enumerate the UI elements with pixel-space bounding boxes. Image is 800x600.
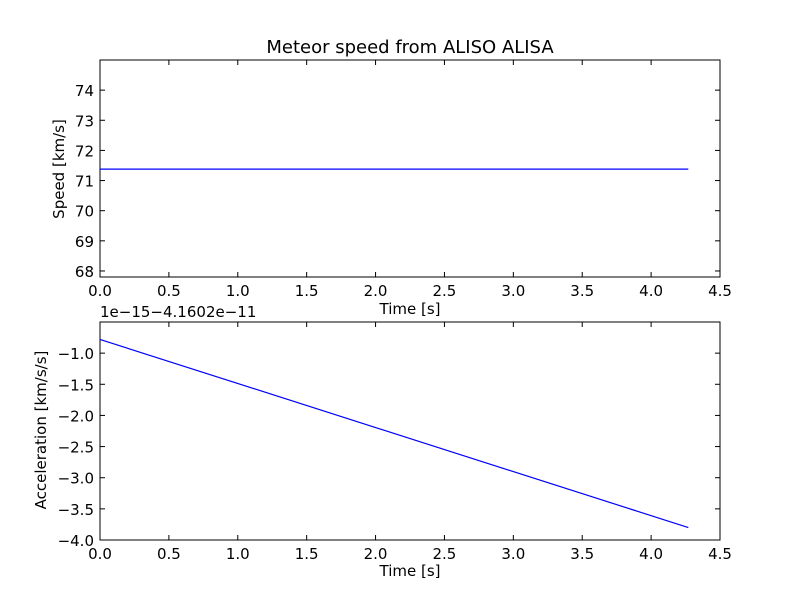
acceleration-x-tick-label: 4.0 (639, 545, 663, 563)
acceleration-x-tick-label: 2.0 (364, 545, 388, 563)
speed-y-tick-label: 72 (75, 142, 94, 160)
speed-y-tick-label: 69 (75, 233, 94, 251)
speed-y-ticks: 68 69 70 71 72 73 74 (75, 82, 720, 281)
acceleration-x-tick-label: 3.5 (570, 545, 594, 563)
acceleration-y-tick-label: −1.5 (58, 376, 94, 394)
acceleration-x-ticks: 0.0 0.5 1.0 1.5 2.0 2.5 3.0 3.5 4.0 4.5 (88, 322, 732, 563)
speed-x-tick-label: 0.0 (88, 282, 112, 300)
acceleration-x-tick-label: 1.0 (226, 545, 250, 563)
speed-x-tick-label: 2.5 (433, 282, 457, 300)
acceleration-x-tick-label: 4.5 (708, 545, 732, 563)
speed-x-tick-label: 1.5 (295, 282, 319, 300)
acceleration-x-tick-label: 0.0 (88, 545, 112, 563)
speed-x-tick-label: 3.0 (501, 282, 525, 300)
acceleration-x-tick-label: 2.5 (433, 545, 457, 563)
acceleration-y-tick-label: −2.0 (58, 407, 94, 425)
speed-x-tick-label: 2.0 (364, 282, 388, 300)
acceleration-x-tick-label: 3.0 (501, 545, 525, 563)
acceleration-series-line (99, 338, 689, 529)
speed-x-tick-label: 1.0 (226, 282, 250, 300)
acceleration-offset-label: 1e−15−4.1602e−11 (100, 303, 256, 321)
acceleration-y-tick-label: −3.0 (58, 470, 94, 488)
figure-title: Meteor speed from ALISO ALISA (266, 37, 554, 58)
speed-x-tick-label: 3.5 (570, 282, 594, 300)
acceleration-subplot: 0.0 0.5 1.0 1.5 2.0 2.5 3.0 3.5 4.0 4.5 −4.0−3.5−… (32, 303, 732, 580)
acceleration-plot-frame (99, 321, 721, 541)
acceleration-y-tick-label: −3.5 (58, 501, 94, 519)
speed-y-axis-label: Speed [km/s] (50, 119, 68, 219)
speed-y-tick-label: 71 (75, 173, 94, 191)
acceleration-x-axis-label: Time [s] (379, 562, 441, 580)
speed-y-tick-label: 70 (75, 203, 94, 221)
speed-x-axis-label: Time [s] (379, 300, 441, 318)
acceleration-x-tick-label: 1.5 (295, 545, 319, 563)
speed-subplot: 0.0 0.5 1.0 1.5 2.0 2.5 3.0 3.5 4.0 4.5 68 69 70 71 7… (50, 59, 732, 318)
speed-x-tick-label: 0.5 (157, 282, 181, 300)
acceleration-y-tick-label: −1.0 (58, 345, 94, 363)
speed-x-tick-label: 4.0 (639, 282, 663, 300)
speed-y-tick-label: 68 (75, 263, 94, 281)
speed-y-tick-label: 74 (75, 82, 94, 100)
acceleration-x-tick-label: 0.5 (157, 545, 181, 563)
acceleration-y-ticks: −4.0 −3.5 −3.0 −2.5 −2.0 −1.5 −1.0 (58, 345, 720, 550)
speed-x-tick-label: 4.5 (708, 282, 732, 300)
acceleration-y-tick-label: −4.0 (58, 532, 94, 550)
acceleration-series (99, 338, 689, 529)
acceleration-y-axis-label: Acceleration [km/s/s] (32, 351, 50, 510)
acceleration-y-tick-label: −2.5 (58, 439, 94, 457)
speed-x-ticks: 0.0 0.5 1.0 1.5 2.0 2.5 3.0 3.5 4.0 4.5 (88, 60, 732, 300)
speed-y-tick-label: 73 (75, 112, 94, 130)
